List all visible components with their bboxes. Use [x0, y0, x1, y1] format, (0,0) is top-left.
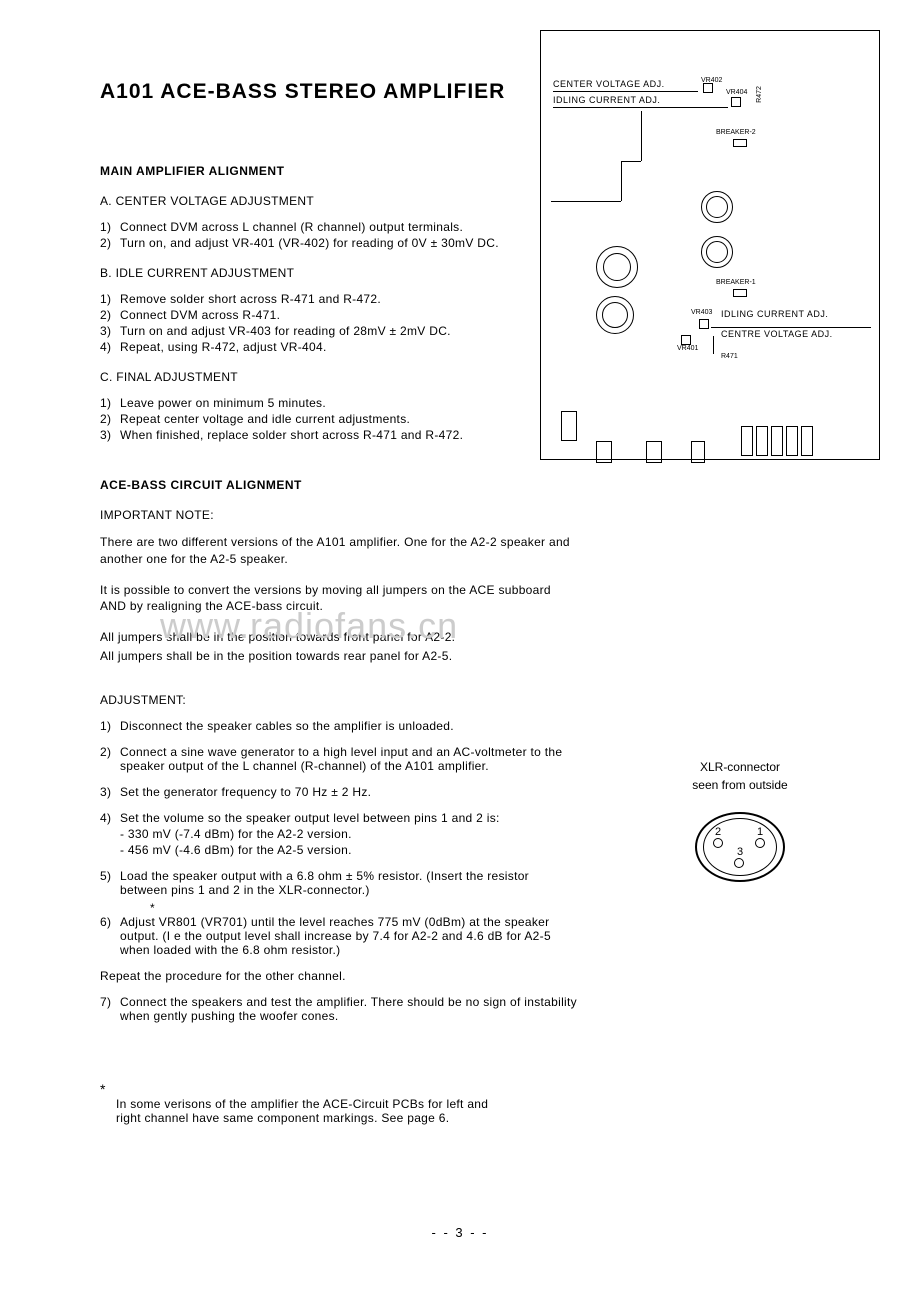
list-item: 1)Leave power on minimum 5 minutes.	[100, 396, 580, 410]
adjustment-heading: ADJUSTMENT:	[100, 693, 580, 707]
footnote: * In some verisons of the amplifier the …	[100, 1081, 500, 1125]
list-item: 5)Load the speaker output with a 6.8 ohm…	[100, 869, 580, 897]
list-item: 2)Repeat center voltage and idle current…	[100, 412, 580, 426]
note-p4: All jumpers shall be in the position tow…	[100, 648, 580, 665]
list-item: 3)Turn on and adjust VR-403 for reading …	[100, 324, 580, 338]
idling-current-label-2: IDLING CURRENT ADJ.	[721, 309, 828, 319]
list-item: 2)Turn on, and adjust VR-401 (VR-402) fo…	[100, 236, 580, 250]
list-item: 6)Adjust VR801 (VR701) until the level r…	[100, 915, 580, 957]
pcb-diagram: CENTER VOLTAGE ADJ. VR402 IDLING CURRENT…	[540, 30, 880, 460]
asterisk: *	[150, 901, 580, 915]
vr401-label: VR401	[677, 345, 698, 352]
note-p1: There are two different versions of the …	[100, 534, 580, 568]
footnote-star: *	[100, 1081, 500, 1097]
important-note-label: IMPORTANT NOTE:	[100, 508, 580, 522]
list-subitem: - 456 mV (-4.6 dBm) for the A2-5 version…	[100, 843, 580, 857]
list-item: 1)Connect DVM across L channel (R channe…	[100, 220, 580, 234]
list-item: 4)Repeat, using R-472, adjust VR-404.	[100, 340, 580, 354]
section-b-title: B. IDLE CURRENT ADJUSTMENT	[100, 266, 580, 280]
document-title: A101 ACE-BASS STEREO AMPLIFIER	[100, 80, 580, 104]
list-item: 1)Remove solder short across R-471 and R…	[100, 292, 580, 306]
page-number: - - 3 - -	[0, 1225, 920, 1240]
breaker1-label: BREAKER-1	[716, 279, 756, 286]
section-b-list: 1)Remove solder short across R-471 and R…	[100, 292, 580, 354]
list-item: 1)Disconnect the speaker cables so the a…	[100, 719, 580, 733]
center-voltage-label: CENTER VOLTAGE ADJ.	[553, 79, 665, 89]
footnote-text: In some verisons of the amplifier the AC…	[100, 1097, 500, 1125]
section-a-title: A. CENTER VOLTAGE ADJUSTMENT	[100, 194, 580, 208]
list-item: 3)When finished, replace solder short ac…	[100, 428, 580, 442]
main-alignment-heading: MAIN AMPLIFIER ALIGNMENT	[100, 164, 580, 178]
r471-label: R471	[721, 353, 738, 360]
list-item: 2)Connect a sine wave generator to a hig…	[100, 745, 580, 773]
list-item: 2)Connect DVM across R-471.	[100, 308, 580, 322]
section-a-list: 1)Connect DVM across L channel (R channe…	[100, 220, 580, 250]
vr404-label: VR404	[726, 89, 747, 96]
list-item: 7)Connect the speakers and test the ampl…	[100, 995, 580, 1023]
section-c-title: C. FINAL ADJUSTMENT	[100, 370, 580, 384]
xlr-connector-icon: 2 1 3	[695, 812, 785, 882]
xlr-label-2: seen from outside	[640, 778, 840, 792]
xlr-diagram: XLR-connector seen from outside 2 1 3	[640, 760, 840, 882]
content-area: A101 ACE-BASS STEREO AMPLIFIER MAIN AMPL…	[100, 80, 580, 1023]
vr403-label: VR403	[691, 309, 712, 316]
list-item: Repeat the procedure for the other chann…	[100, 969, 580, 983]
breaker2-label: BREAKER-2	[716, 129, 756, 136]
watermark: www.radiofans.cn	[160, 605, 458, 647]
list-subitem: - 330 mV (-7.4 dBm) for the A2-2 version…	[100, 827, 580, 841]
ace-bass-heading: ACE-BASS CIRCUIT ALIGNMENT	[100, 478, 580, 492]
r472-label: R472	[756, 86, 763, 103]
list-item: 4)Set the volume so the speaker output l…	[100, 811, 580, 825]
xlr-label-1: XLR-connector	[640, 760, 840, 774]
section-c-list: 1)Leave power on minimum 5 minutes. 2)Re…	[100, 396, 580, 442]
centre-voltage-label: CENTRE VOLTAGE ADJ.	[721, 329, 833, 339]
adjustment-list: 1)Disconnect the speaker cables so the a…	[100, 719, 580, 1023]
list-item: 3)Set the generator frequency to 70 Hz ±…	[100, 785, 580, 799]
idling-current-label: IDLING CURRENT ADJ.	[553, 95, 660, 105]
